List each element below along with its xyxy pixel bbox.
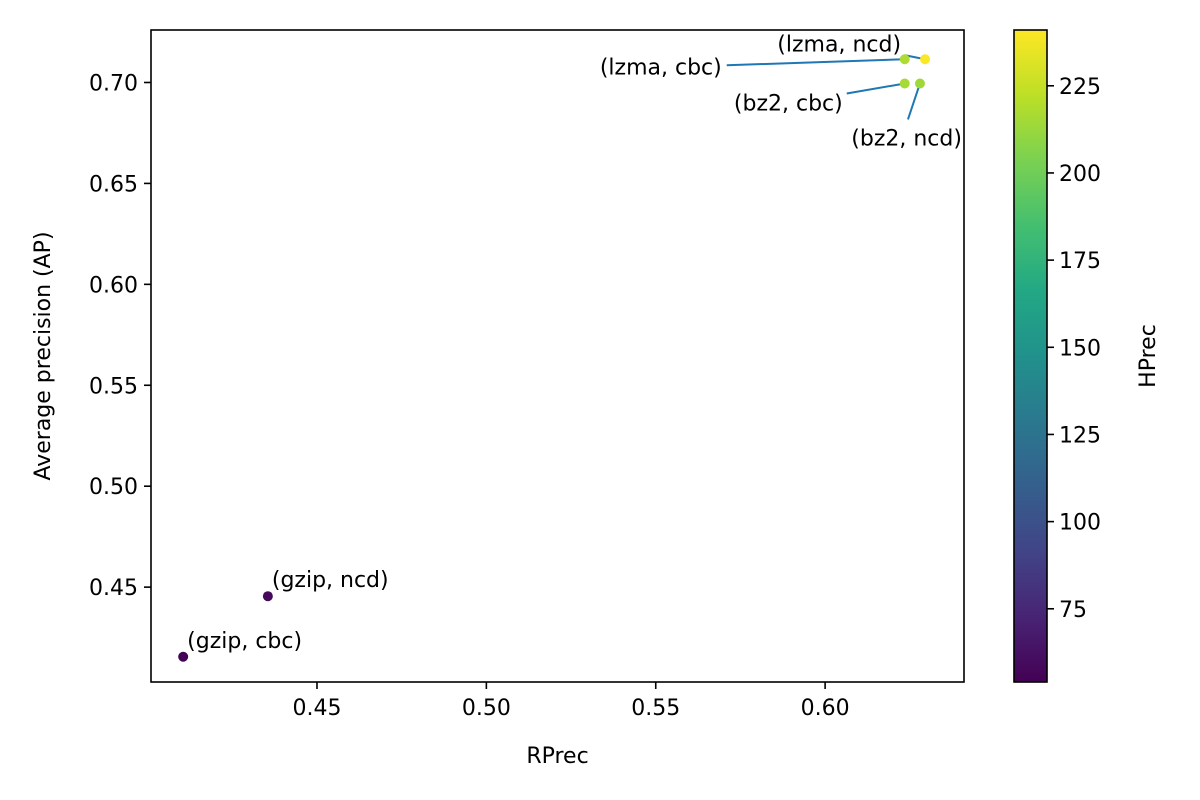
y-tick-label: 0.65: [89, 172, 138, 197]
colorbar-tick-label: 225: [1059, 75, 1101, 100]
leader-line: [846, 82, 905, 95]
leader-line: [726, 58, 905, 67]
data-point: [920, 54, 931, 65]
colorbar-ticks: 75 100 125 150 175 200 225: [1047, 75, 1101, 623]
colorbar-tick-label: 125: [1059, 423, 1101, 448]
point-label: (bz2, cbc): [734, 91, 843, 116]
y-tick-label: 0.55: [89, 374, 138, 399]
x-axis-label: RPrec: [526, 744, 588, 769]
x-tick-label: 0.50: [462, 696, 511, 721]
x-axis-ticks: 0.45 0.50 0.55 0.60: [292, 682, 850, 721]
y-tick-label: 0.45: [89, 576, 138, 601]
leader-line: [907, 83, 921, 120]
colorbar-tick-label: 150: [1059, 336, 1101, 361]
y-tick-label: 0.50: [89, 475, 138, 500]
point-labels: (gzip, cbc) (gzip, ncd) (lzma, cbc) (lzma, …: [187, 32, 962, 653]
plot-frame: [150, 29, 965, 683]
point-label: (gzip, ncd): [272, 568, 389, 593]
x-tick-label: 0.55: [631, 696, 680, 721]
y-tick-label: 0.60: [89, 273, 138, 298]
data-points: [178, 54, 931, 662]
point-label: (bz2, ncd): [851, 126, 962, 151]
x-tick-label: 0.45: [292, 696, 341, 721]
point-label: (gzip, cbc): [187, 629, 302, 654]
colorbar-label: HPrec: [1136, 324, 1161, 388]
data-point: [899, 54, 910, 65]
x-tick-label: 0.60: [801, 696, 850, 721]
data-point: [262, 591, 273, 602]
point-label: (lzma, ncd): [777, 32, 901, 57]
data-point: [178, 651, 189, 662]
data-point: [899, 78, 910, 89]
y-axis-label: Average precision (AP): [31, 231, 56, 480]
y-tick-label: 0.70: [89, 71, 138, 96]
colorbar-tick-label: 200: [1059, 162, 1101, 187]
colorbar-tick-label: 75: [1059, 598, 1087, 623]
colorbar-tick-label: 100: [1059, 511, 1101, 536]
colorbar: [1013, 29, 1048, 683]
y-axis-ticks: 0.45 0.50 0.55 0.60 0.65 0.70: [89, 71, 151, 601]
data-point: [914, 78, 925, 89]
colorbar-tick-label: 175: [1059, 249, 1101, 274]
point-label: (lzma, cbc): [600, 55, 722, 80]
